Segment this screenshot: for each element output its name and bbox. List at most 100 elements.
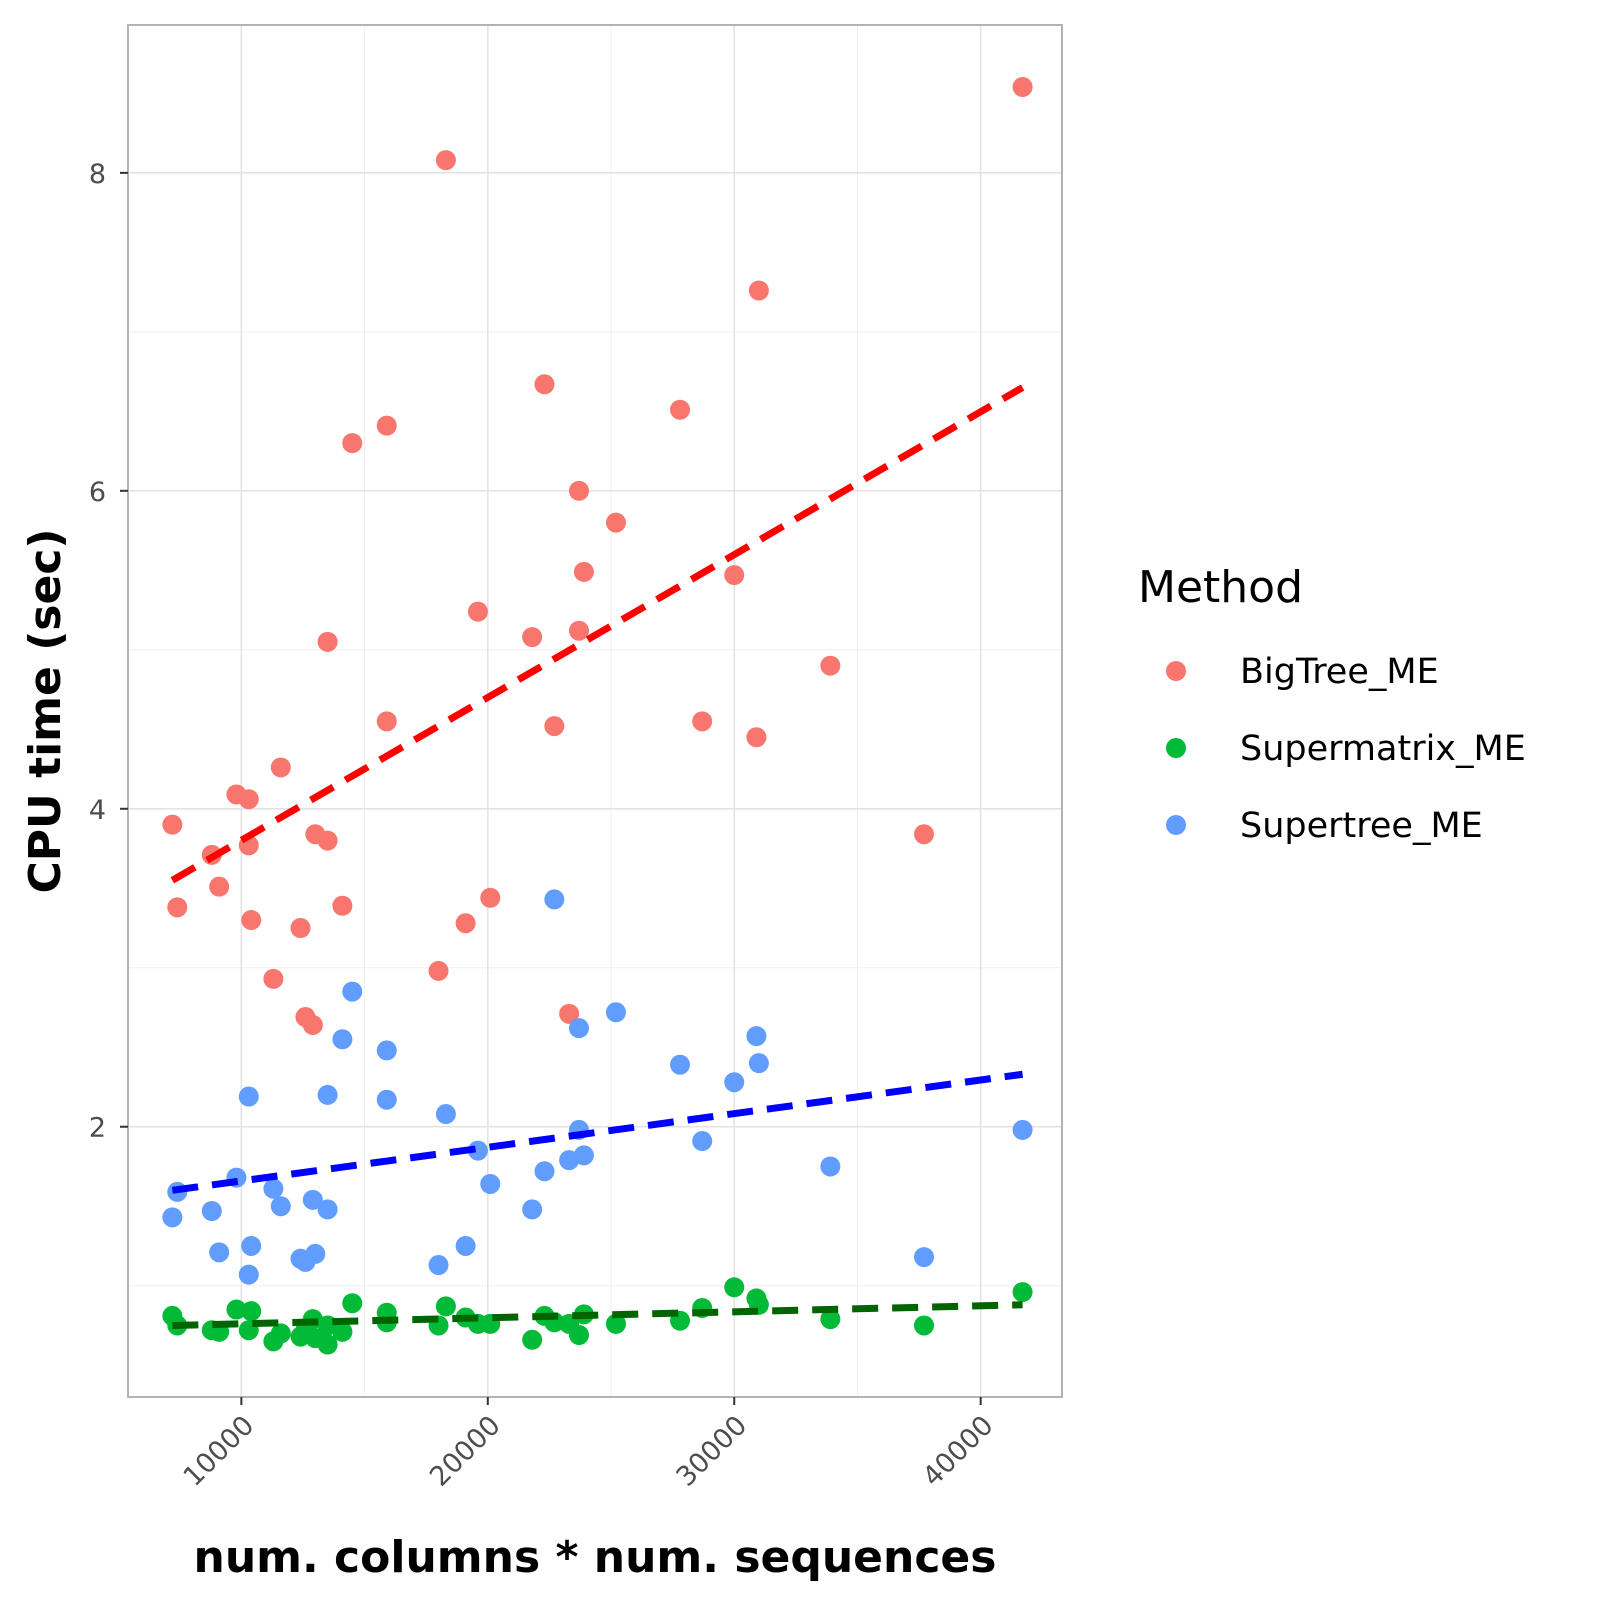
- point-supermatrix-me: [270, 1323, 291, 1344]
- point-bigtree-me: [317, 631, 338, 652]
- point-bigtree-me: [435, 150, 456, 171]
- point-supertree-me: [376, 1089, 397, 1110]
- point-supermatrix-me: [435, 1296, 456, 1317]
- point-supertree-me: [201, 1200, 222, 1221]
- y-tick-label: 6: [89, 477, 106, 508]
- point-supertree-me: [332, 1029, 353, 1050]
- point-bigtree-me: [522, 627, 543, 648]
- plot-panel-border: [127, 24, 1063, 1398]
- trend-lines: [170, 384, 1025, 1329]
- point-bigtree-me: [317, 830, 338, 851]
- point-bigtree-me: [428, 960, 449, 981]
- legend-item-supermatrix-me: Supermatrix_ME: [1166, 729, 1526, 769]
- point-bigtree-me: [263, 968, 284, 989]
- x-tick-label: 40000: [917, 1410, 1000, 1493]
- point-bigtree-me: [746, 727, 767, 748]
- point-bigtree-me: [455, 913, 476, 934]
- point-supermatrix-me: [342, 1293, 363, 1314]
- point-supertree-me: [376, 1040, 397, 1061]
- point-supertree-me: [428, 1255, 449, 1276]
- point-bigtree-me: [238, 789, 259, 810]
- legend-label: Supertree_ME: [1240, 806, 1483, 846]
- point-supertree-me: [522, 1199, 543, 1220]
- point-supertree-me: [1012, 1119, 1033, 1140]
- point-supermatrix-me: [522, 1329, 543, 1350]
- point-bigtree-me: [270, 757, 291, 778]
- point-bigtree-me: [167, 897, 188, 918]
- point-bigtree-me: [342, 433, 363, 454]
- point-bigtree-me: [670, 399, 691, 420]
- point-supertree-me: [317, 1084, 338, 1105]
- point-supermatrix-me: [1012, 1282, 1033, 1303]
- legend-label: Supermatrix_ME: [1240, 729, 1526, 769]
- point-supertree-me: [467, 1140, 488, 1161]
- point-supertree-me: [455, 1235, 476, 1256]
- legend-items: BigTree_ME Supermatrix_ME Supertree_ME: [1166, 652, 1526, 846]
- point-supertree-me: [342, 981, 363, 1002]
- point-supertree-me: [568, 1018, 589, 1039]
- point-bigtree-me: [544, 716, 565, 737]
- legend: Method BigTree_ME Supermatrix_ME Supertree…: [1138, 562, 1526, 846]
- point-bigtree-me: [913, 824, 934, 845]
- point-bigtree-me: [568, 620, 589, 641]
- point-supertree-me: [209, 1242, 230, 1263]
- point-supermatrix-me: [332, 1321, 353, 1342]
- point-bigtree-me: [1012, 77, 1033, 98]
- trend-line-supermatrix-me: [172, 1301, 1023, 1329]
- point-supertree-me: [162, 1207, 183, 1228]
- point-bigtree-me: [467, 601, 488, 622]
- trend-line-bigtree-me: [170, 384, 1025, 884]
- point-supertree-me: [724, 1072, 745, 1093]
- legend-key: [1166, 661, 1186, 681]
- point-supermatrix-me: [226, 1299, 247, 1320]
- point-supermatrix-me: [605, 1313, 626, 1334]
- point-bigtree-me: [480, 887, 501, 908]
- point-supertree-me: [820, 1156, 841, 1177]
- point-bigtree-me: [748, 280, 769, 301]
- x-tick-label: 10000: [178, 1410, 261, 1493]
- point-bigtree-me: [241, 910, 262, 931]
- legend-key: [1166, 815, 1186, 835]
- trend-line-supertree-me: [171, 1070, 1024, 1194]
- point-bigtree-me: [162, 814, 183, 835]
- x-tick-label: 20000: [424, 1410, 507, 1493]
- point-supertree-me: [913, 1247, 934, 1268]
- x-axis-ticks: 10000 20000 30000 40000: [178, 1397, 1000, 1493]
- point-bigtree-me: [724, 565, 745, 586]
- point-supermatrix-me: [724, 1277, 745, 1298]
- point-supertree-me: [480, 1173, 501, 1194]
- y-axis-ticks: 2 4 6 8: [89, 159, 128, 1144]
- x-axis-title: num. columns * num. sequences: [194, 1532, 997, 1583]
- point-supermatrix-me: [913, 1315, 934, 1336]
- point-supertree-me: [435, 1104, 456, 1125]
- legend-title: Method: [1138, 562, 1303, 613]
- point-supertree-me: [238, 1086, 259, 1107]
- point-bigtree-me: [376, 415, 397, 436]
- legend-item-bigtree-me: BigTree_ME: [1166, 652, 1439, 692]
- point-supertree-me: [302, 1189, 323, 1210]
- point-supermatrix-me: [241, 1301, 262, 1322]
- y-tick-label: 2: [89, 1113, 106, 1144]
- point-supertree-me: [573, 1145, 594, 1166]
- legend-key: [1166, 738, 1186, 758]
- point-bigtree-me: [302, 1014, 323, 1035]
- point-bigtree-me: [573, 561, 594, 582]
- point-supertree-me: [670, 1054, 691, 1075]
- y-tick-label: 4: [89, 795, 106, 826]
- point-supertree-me: [317, 1199, 338, 1220]
- grid: [128, 25, 1062, 1397]
- point-supertree-me: [544, 889, 565, 910]
- legend-item-supertree-me: Supertree_ME: [1166, 806, 1483, 846]
- point-supertree-me: [241, 1235, 262, 1256]
- point-bigtree-me: [692, 711, 713, 732]
- x-tick-label: 30000: [671, 1410, 754, 1493]
- point-supertree-me: [263, 1178, 284, 1199]
- y-tick-label: 8: [89, 159, 106, 190]
- y-axis-title: CPU time (sec): [20, 528, 71, 893]
- point-supertree-me: [534, 1161, 555, 1182]
- point-bigtree-me: [290, 918, 311, 939]
- point-supermatrix-me: [317, 1334, 338, 1355]
- point-supertree-me: [748, 1053, 769, 1074]
- point-bigtree-me: [820, 655, 841, 676]
